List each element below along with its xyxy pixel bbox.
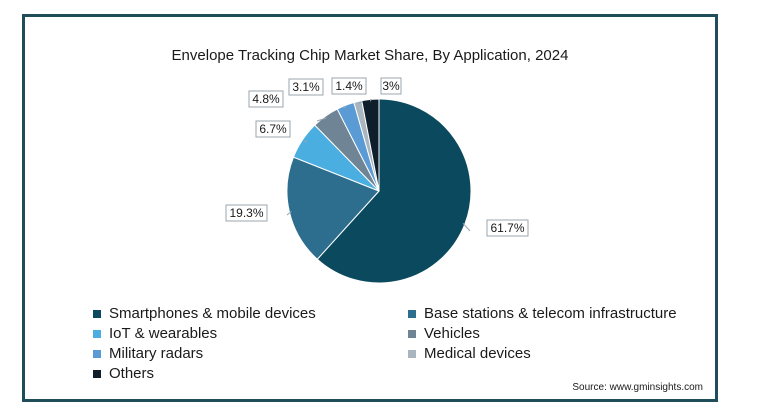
callout-line-6 bbox=[358, 101, 363, 104]
legend-item: Base stations & telecom infrastructure bbox=[408, 305, 677, 322]
legend-swatch bbox=[93, 349, 101, 358]
legend-label: IoT & wearables bbox=[109, 325, 218, 342]
legend-swatch bbox=[93, 329, 101, 338]
pie-slice-1 bbox=[316, 98, 472, 284]
data-label-1: 61.7% bbox=[490, 221, 524, 235]
legend-swatch bbox=[408, 349, 416, 358]
data-label-7: 3% bbox=[382, 79, 400, 93]
legend-swatch bbox=[408, 329, 416, 338]
data-label-5: 3.1% bbox=[292, 80, 320, 94]
data-label-6: 1.4% bbox=[335, 79, 363, 93]
data-label-4: 4.8% bbox=[252, 92, 280, 106]
legend-label: Smartphones & mobile devices bbox=[109, 305, 316, 322]
legend-item: Vehicles bbox=[408, 325, 480, 342]
data-label-box-4 bbox=[248, 90, 284, 108]
legend-label: Medical devices bbox=[424, 345, 531, 362]
legend-label: Others bbox=[109, 365, 155, 382]
callout-line-2 bbox=[286, 211, 292, 216]
legend-label: Vehicles bbox=[424, 325, 480, 342]
legend-item: IoT & wearables bbox=[93, 325, 217, 342]
source-note: Source: www.gminsights.com bbox=[572, 382, 703, 393]
legend-label: Base stations & telecom infrastructure bbox=[424, 305, 677, 322]
legend-label: Military radars bbox=[109, 345, 204, 362]
data-label-box-3 bbox=[255, 120, 291, 138]
callout-line-7 bbox=[370, 98, 372, 102]
legend-item: Smartphones & mobile devices bbox=[93, 305, 316, 322]
pie-slice-7 bbox=[361, 98, 380, 192]
data-label-3: 6.7% bbox=[259, 122, 287, 136]
callout-line-1 bbox=[462, 222, 471, 232]
data-label-2: 19.3% bbox=[229, 206, 263, 220]
legend-swatch bbox=[93, 369, 101, 378]
data-label-box-5 bbox=[288, 78, 324, 96]
legend-item: Others bbox=[93, 365, 154, 382]
callout-line-3 bbox=[303, 140, 308, 143]
pie-slice-2 bbox=[286, 156, 380, 260]
pie-chart: 61.7% 19.3% 6.7% 4.8% 3.1% 1.4% 3% bbox=[225, 77, 529, 284]
legend-swatch bbox=[93, 309, 101, 318]
legend-swatch bbox=[408, 309, 416, 318]
data-label-box-1 bbox=[486, 219, 529, 237]
data-label-box-7 bbox=[380, 77, 402, 95]
data-label-box-6 bbox=[331, 77, 367, 95]
chart-title: Envelope Tracking Chip Market Share, By … bbox=[171, 47, 569, 64]
legend-item: Medical devices bbox=[408, 345, 531, 362]
data-label-box-2 bbox=[225, 204, 268, 222]
callout-line-4 bbox=[316, 117, 327, 122]
legend-item: Military radars bbox=[93, 345, 203, 362]
chart-frame: Envelope Tracking Chip Market Share, By … bbox=[22, 14, 718, 402]
